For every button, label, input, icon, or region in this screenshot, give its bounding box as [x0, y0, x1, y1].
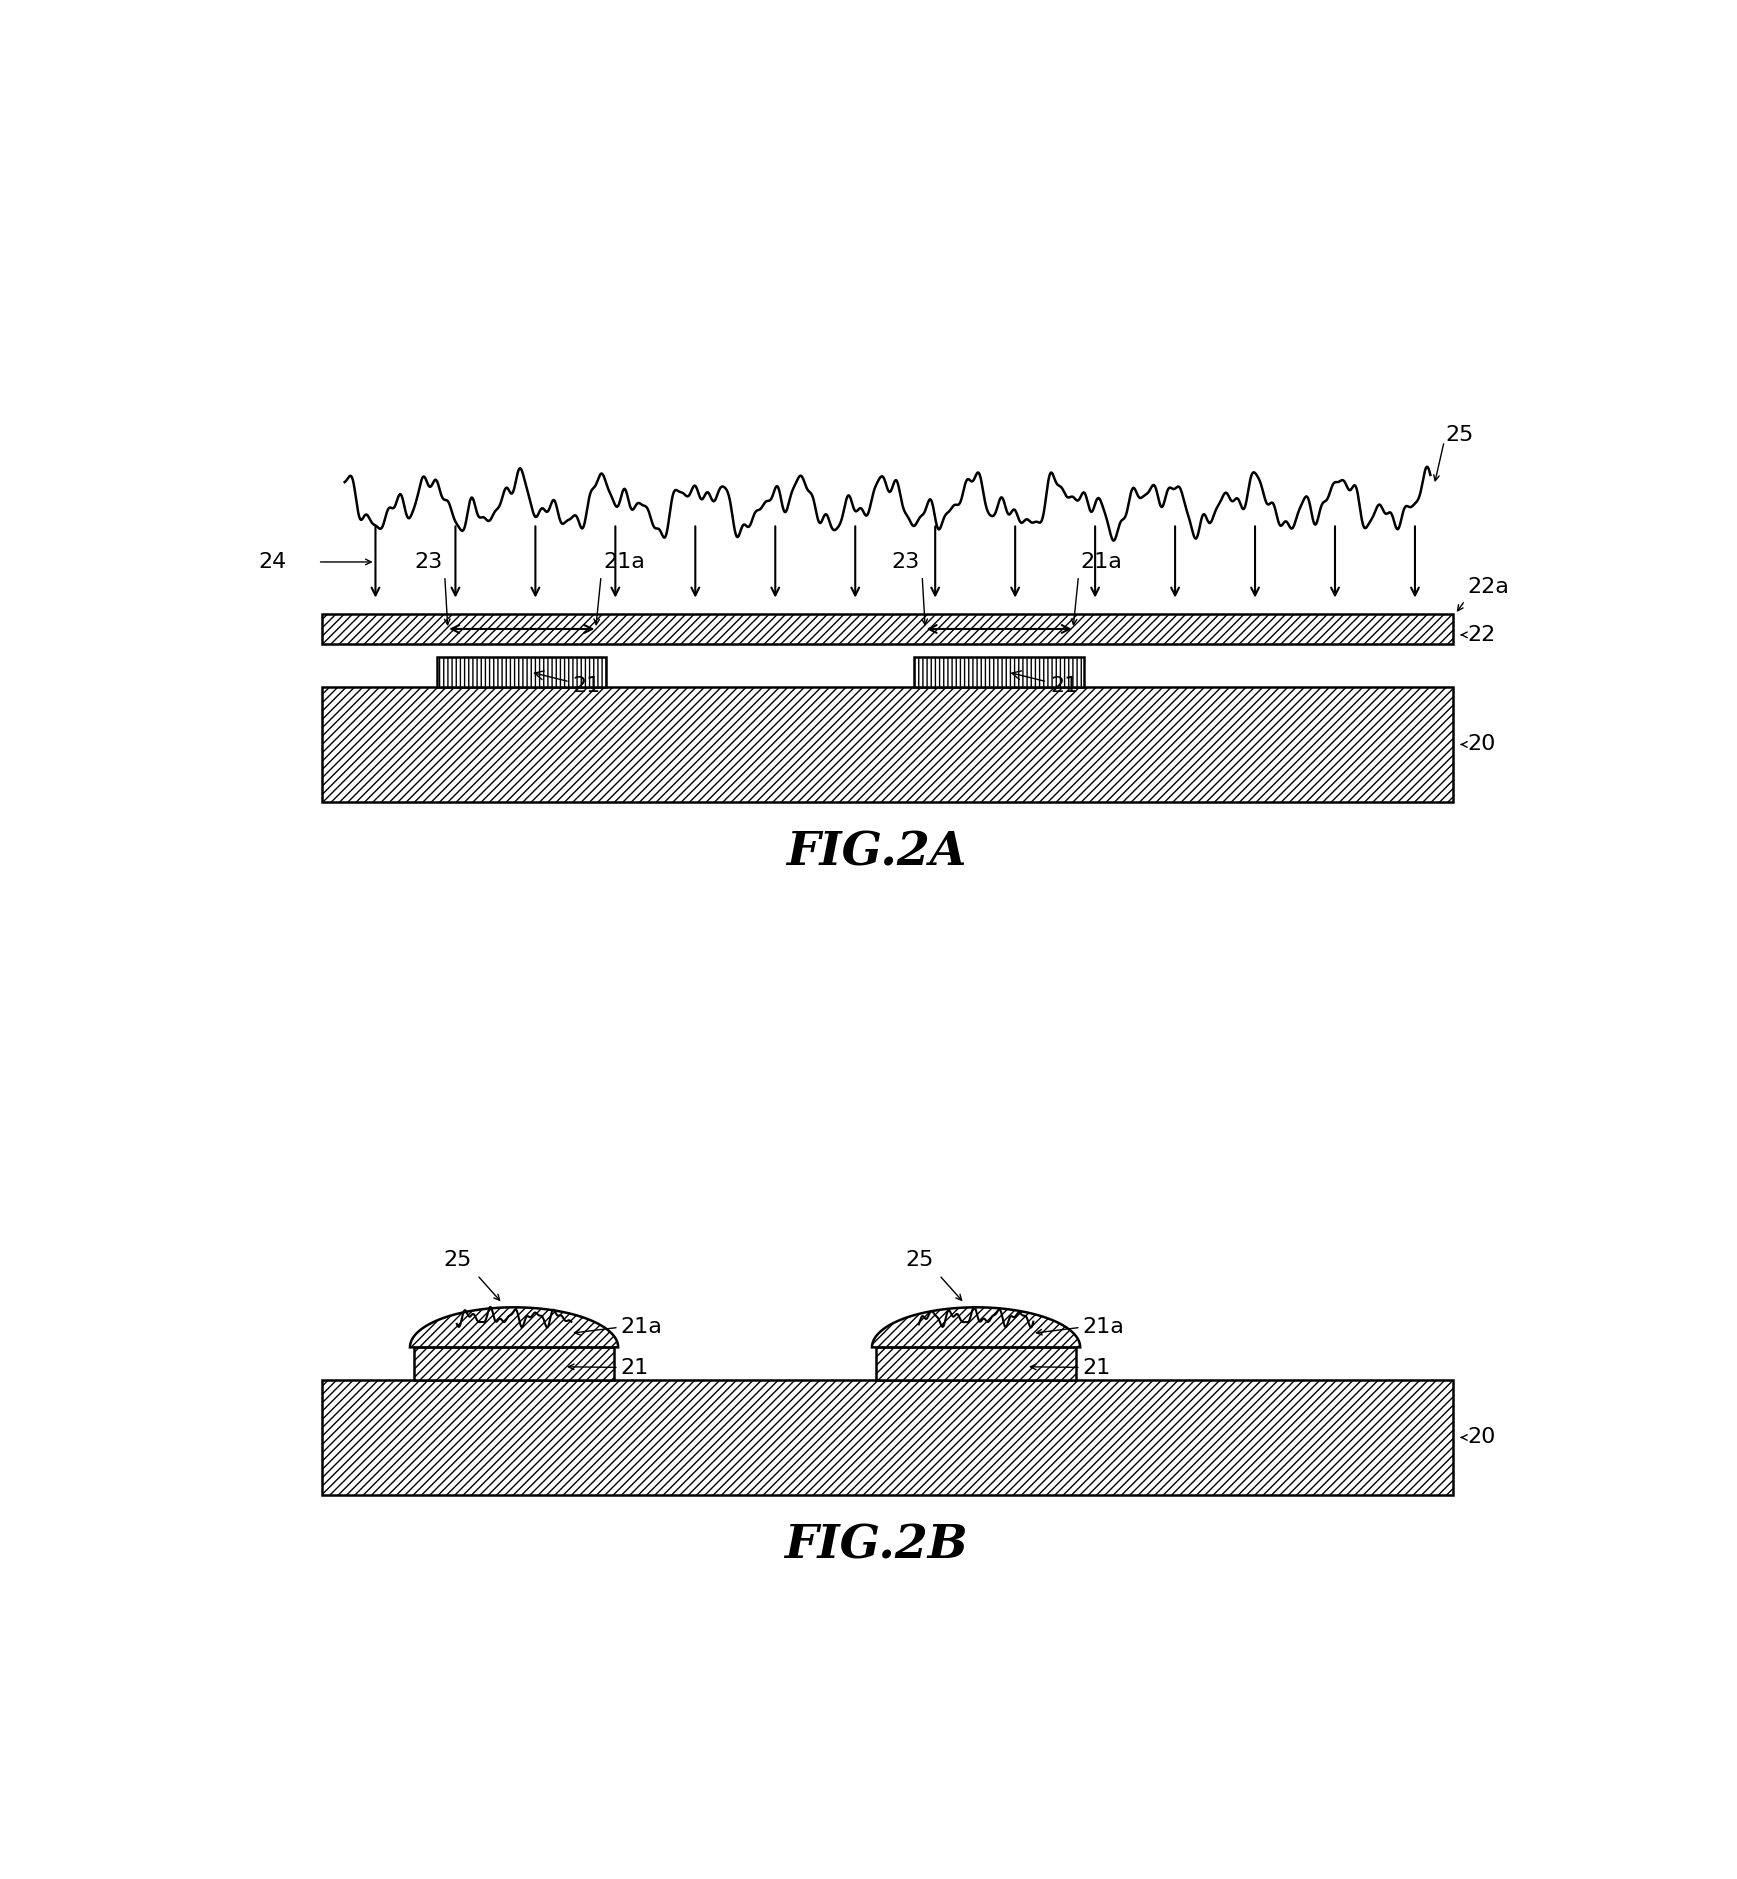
- Bar: [413, 1347, 615, 1379]
- Text: FIG.2A: FIG.2A: [785, 829, 966, 876]
- Text: 23: 23: [891, 552, 921, 571]
- Polygon shape: [410, 1308, 618, 1347]
- Text: 21: 21: [1013, 671, 1079, 695]
- Text: 21: 21: [535, 671, 601, 695]
- Text: 21a: 21a: [620, 1317, 662, 1338]
- Text: 25: 25: [443, 1250, 472, 1270]
- Text: 24: 24: [259, 552, 287, 571]
- Text: FIG.2B: FIG.2B: [783, 1522, 968, 1569]
- Text: 21a: 21a: [1080, 552, 1122, 571]
- Text: 23: 23: [413, 552, 443, 571]
- Text: 20: 20: [1468, 735, 1496, 755]
- Bar: [321, 686, 1454, 802]
- Bar: [875, 1347, 1077, 1379]
- Text: 21: 21: [1082, 1359, 1110, 1379]
- Text: 21a: 21a: [603, 552, 644, 571]
- Bar: [438, 658, 606, 686]
- Text: 22a: 22a: [1468, 577, 1509, 598]
- Text: 20: 20: [1468, 1428, 1496, 1447]
- Bar: [321, 614, 1454, 644]
- Text: 25: 25: [1445, 425, 1475, 445]
- Text: 25: 25: [905, 1250, 935, 1270]
- Text: 21: 21: [620, 1359, 648, 1379]
- Polygon shape: [872, 1308, 1080, 1347]
- Text: 21a: 21a: [1082, 1317, 1124, 1338]
- Text: 22: 22: [1468, 626, 1496, 644]
- Bar: [321, 1379, 1454, 1496]
- Bar: [914, 658, 1084, 686]
